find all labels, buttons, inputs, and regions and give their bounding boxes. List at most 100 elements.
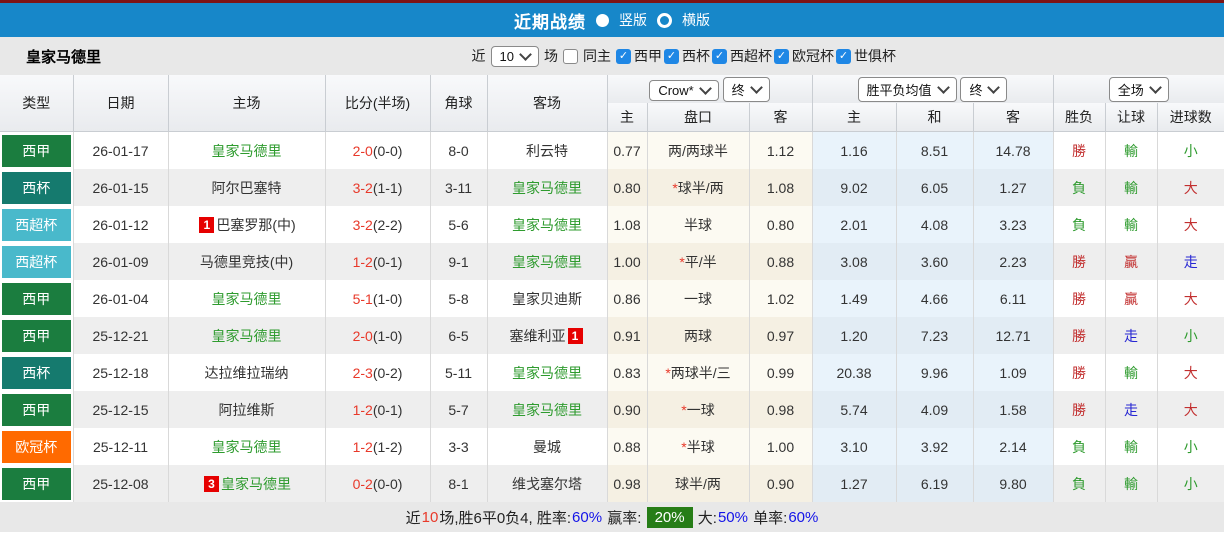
- goals-result-cell: 大: [1157, 354, 1224, 391]
- summary-text-part: 赢率:: [603, 509, 646, 527]
- handicap-result-cell: 輸: [1105, 354, 1158, 391]
- competition-type-badge: 欧冠杯: [2, 430, 71, 463]
- avg-type-select[interactable]: 胜平负均值: [857, 76, 957, 102]
- team-name-text: 阿拉维斯: [218, 401, 275, 418]
- goals-result-cell: 大: [1157, 206, 1224, 243]
- odds-cell: 0.80: [749, 206, 813, 243]
- away-team-cell: 皇家马德里: [487, 391, 608, 428]
- home-team-cell: 皇家马德里: [168, 428, 326, 465]
- horizontal-layout-radio[interactable]: [657, 12, 672, 28]
- wdl-result-cell: 負: [1053, 206, 1106, 243]
- date-cell: 25-12-18: [73, 354, 169, 391]
- vertical-layout-label[interactable]: 竖版: [619, 12, 647, 28]
- avg-odds-cell: 1.20: [812, 317, 897, 354]
- handicap-cell: *平/半: [647, 243, 750, 280]
- goals-result-cell: 小: [1157, 317, 1224, 354]
- same-home-checkbox[interactable]: [563, 48, 578, 64]
- header-home: 主场: [168, 75, 326, 132]
- team-name-text: 维戈塞尔塔: [512, 475, 582, 492]
- wdl-result-cell: 負: [1053, 428, 1106, 465]
- avg-odds-cell: 1.09: [973, 354, 1054, 391]
- team-name-text: 皇家马德里: [512, 179, 582, 196]
- avg-odds-cell: 6.05: [896, 169, 974, 206]
- halftime-score: (0-2): [372, 364, 403, 381]
- corners-cell: 5-11: [430, 354, 488, 391]
- vertical-layout-radio[interactable]: [596, 13, 609, 27]
- corners-cell: 6-5: [430, 317, 488, 354]
- league-filter-item[interactable]: ✓ 西超杯: [712, 46, 772, 66]
- subheader-wdl: 胜负: [1053, 103, 1106, 132]
- table-row: 西甲 25-12-15 阿拉维斯 1-2(0-1) 5-7 皇家马德里 0.90 *一球 0.9…: [0, 391, 1224, 428]
- handicap-result-cell: 輸: [1105, 465, 1158, 502]
- handicap-cell: 半球: [647, 206, 750, 243]
- title-bar: 近期战绩 竖版 横版: [0, 3, 1224, 37]
- star-marker: *: [665, 364, 671, 381]
- fulltime-score: 1-2: [352, 438, 373, 455]
- wdl-result-cell: 負: [1053, 169, 1106, 206]
- checked-checkbox[interactable]: ✓: [712, 48, 727, 64]
- avg-odds-cell: 14.78: [973, 131, 1054, 169]
- card-badge: 1: [567, 327, 583, 344]
- chevron-down-icon: [987, 80, 1001, 94]
- avg-odds-cell: 7.23: [896, 317, 974, 354]
- home-team-cell: 马德里竞技(中): [168, 243, 326, 280]
- subheader-goals: 进球数: [1157, 103, 1224, 132]
- odds-time-select[interactable]: 终: [722, 76, 770, 102]
- handicap-cell: *两球半/三: [647, 354, 750, 391]
- fulltime-score: 2-0: [352, 327, 373, 344]
- match-count-select[interactable]: 10: [490, 45, 539, 67]
- checked-checkbox[interactable]: ✓: [774, 48, 789, 64]
- fulltime-score: 0-2: [352, 475, 373, 492]
- home-team-cell: 皇家马德里: [168, 280, 326, 317]
- horizontal-layout-label[interactable]: 横版: [682, 12, 710, 28]
- goals-result-cell: 走: [1157, 243, 1224, 280]
- odds-cell: 0.86: [607, 280, 648, 317]
- odds-cell: 0.90: [607, 391, 648, 428]
- same-home-label[interactable]: 同主: [583, 48, 611, 64]
- card-badge: 1: [199, 216, 215, 233]
- odds-company-select[interactable]: Crow*: [649, 79, 719, 101]
- checked-checkbox[interactable]: ✓: [836, 48, 851, 64]
- away-team-cell: 皇家贝迪斯: [487, 280, 608, 317]
- league-filter-item[interactable]: ✓ 西甲: [616, 46, 662, 66]
- score-cell: 2-0(0-0): [325, 131, 431, 169]
- wdl-result-cell: 勝: [1053, 280, 1106, 317]
- table-row: 西甲 26-01-17 皇家马德里 2-0(0-0) 8-0 利云特 0.77 两/两球半 1.…: [0, 131, 1224, 169]
- league-checkboxes: ✓ 西甲 ✓ 西杯 ✓ 西超杯 ✓ 欧冠杯 ✓ 世俱杯: [616, 46, 896, 66]
- star-marker: *: [681, 401, 687, 418]
- league-filter-item[interactable]: ✓ 西杯: [664, 46, 710, 66]
- halftime-score: (1-2): [372, 438, 403, 455]
- away-team-cell: 皇家马德里: [487, 354, 608, 391]
- corners-cell: 8-0: [430, 131, 488, 169]
- away-team-cell: 皇家马德里: [487, 243, 608, 280]
- league-filter-item[interactable]: ✓ 欧冠杯: [774, 46, 834, 66]
- score-cell: 1-2(0-1): [325, 243, 431, 280]
- filter-controls: 近 10 场 同主 ✓ 西甲 ✓ 西杯 ✓ 西超杯 ✓ 欧冠杯 ✓ 世俱杯: [472, 45, 896, 67]
- handicap-cell: *一球: [647, 391, 750, 428]
- handicap-cell: *半球: [647, 428, 750, 465]
- type-cell: 西杯: [0, 169, 74, 206]
- chevron-down-icon: [519, 47, 532, 61]
- type-cell: 西杯: [0, 354, 74, 391]
- summary-text-part: 单率:: [748, 509, 788, 527]
- competition-type-badge: 西超杯: [2, 208, 71, 241]
- corners-cell: 5-8: [430, 280, 488, 317]
- checked-checkbox[interactable]: ✓: [616, 48, 631, 64]
- table-header: 类型 日期 主场 比分(半场) 角球 客场 Crow* 终: [0, 75, 1224, 132]
- score-cell: 2-0(1-0): [325, 317, 431, 354]
- avg-time-select[interactable]: 终: [960, 76, 1008, 102]
- type-cell: 西甲: [0, 465, 74, 502]
- league-filter-item[interactable]: ✓ 世俱杯: [836, 46, 896, 66]
- score-cell: 1-2(1-2): [325, 428, 431, 465]
- halftime-score: (1-1): [372, 179, 403, 196]
- corners-cell: 5-7: [430, 391, 488, 428]
- checked-checkbox[interactable]: ✓: [664, 48, 679, 64]
- scope-select[interactable]: 全场: [1108, 76, 1169, 102]
- games-label: 场: [544, 48, 558, 64]
- avg-odds-cell: 2.14: [973, 428, 1054, 465]
- league-label: 西甲: [634, 48, 662, 64]
- odds-cell: 1.00: [607, 243, 648, 280]
- date-cell: 26-01-04: [73, 280, 169, 317]
- competition-type-badge: 西甲: [2, 467, 71, 500]
- results-table: 类型 日期 主场 比分(半场) 角球 客场 Crow* 终: [0, 75, 1224, 502]
